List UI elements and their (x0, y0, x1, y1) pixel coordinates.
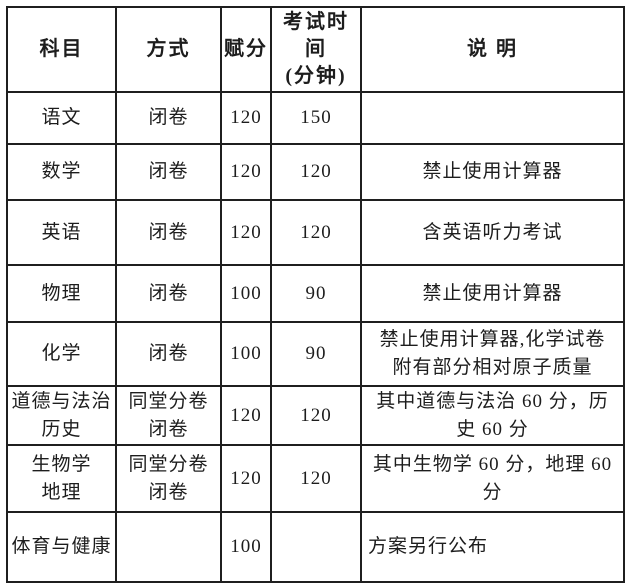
cell-score: 100 (220, 264, 272, 323)
cell-time: 120 (270, 384, 362, 447)
cell-method: 闭卷 (115, 91, 222, 145)
table-row-morality-history: 道德与法治 历史 同堂分卷 闭卷 120 120 其中道德与法治 60 分，历 … (6, 384, 625, 447)
table-row-chinese: 语文 闭卷 120 150 (6, 91, 625, 145)
cell-method: 同堂分卷 闭卷 (115, 384, 222, 447)
cell-method: 闭卷 (115, 264, 222, 323)
cell-subject: 物理 (6, 264, 117, 323)
cell-time: 120 (270, 143, 362, 201)
cell-score: 100 (220, 321, 272, 387)
cell-time: 90 (270, 321, 362, 387)
cell-method: 同堂分卷 闭卷 (115, 444, 222, 514)
cell-subject: 数学 (6, 143, 117, 201)
cell-score: 120 (220, 384, 272, 447)
cell-time: 150 (270, 91, 362, 145)
cell-time (270, 511, 362, 583)
table-row-chemistry: 化学 闭卷 100 90 禁止使用计算器,化学试卷 附有部分相对原子质量 (6, 321, 625, 387)
column-header-method: 方式 (115, 6, 222, 93)
cell-method: 闭卷 (115, 143, 222, 201)
cell-score: 120 (220, 91, 272, 145)
exam-schedule-table: 科目 方式 赋分 考试时间 (分钟) 说 明 语文 闭卷 120 150 数学 … (6, 6, 625, 583)
cell-note: 方案另行公布 (360, 511, 625, 583)
cell-method (115, 511, 222, 583)
cell-method: 闭卷 (115, 199, 222, 266)
table-row-english: 英语 闭卷 120 120 含英语听力考试 (6, 199, 625, 266)
cell-note: 禁止使用计算器,化学试卷 附有部分相对原子质量 (360, 321, 625, 387)
header-row: 科目 方式 赋分 考试时间 (分钟) 说 明 (6, 6, 625, 93)
column-header-score: 赋分 (220, 6, 272, 93)
cell-note: 其中生物学 60 分，地理 60 分 (360, 444, 625, 514)
cell-time: 120 (270, 444, 362, 514)
cell-note: 禁止使用计算器 (360, 143, 625, 201)
column-header-subject: 科目 (6, 6, 117, 93)
column-header-note: 说 明 (360, 6, 625, 93)
cell-time: 120 (270, 199, 362, 266)
cell-score: 120 (220, 143, 272, 201)
cell-subject: 生物学 地理 (6, 444, 117, 514)
cell-subject: 化学 (6, 321, 117, 387)
cell-score: 120 (220, 444, 272, 514)
cell-subject: 英语 (6, 199, 117, 266)
cell-score: 120 (220, 199, 272, 266)
cell-note (360, 91, 625, 145)
cell-time: 90 (270, 264, 362, 323)
table-row-physics: 物理 闭卷 100 90 禁止使用计算器 (6, 264, 625, 323)
cell-method: 闭卷 (115, 321, 222, 387)
column-header-time: 考试时间 (分钟) (270, 6, 362, 93)
cell-subject: 语文 (6, 91, 117, 145)
cell-note: 含英语听力考试 (360, 199, 625, 266)
cell-score: 100 (220, 511, 272, 583)
table-row-math: 数学 闭卷 120 120 禁止使用计算器 (6, 143, 625, 201)
cell-subject: 道德与法治 历史 (6, 384, 117, 447)
table-row-pe-health: 体育与健康 100 方案另行公布 (6, 511, 625, 583)
cell-note: 其中道德与法治 60 分，历 史 60 分 (360, 384, 625, 447)
cell-subject: 体育与健康 (6, 511, 117, 583)
table-row-biology-geography: 生物学 地理 同堂分卷 闭卷 120 120 其中生物学 60 分，地理 60 … (6, 444, 625, 514)
cell-note: 禁止使用计算器 (360, 264, 625, 323)
